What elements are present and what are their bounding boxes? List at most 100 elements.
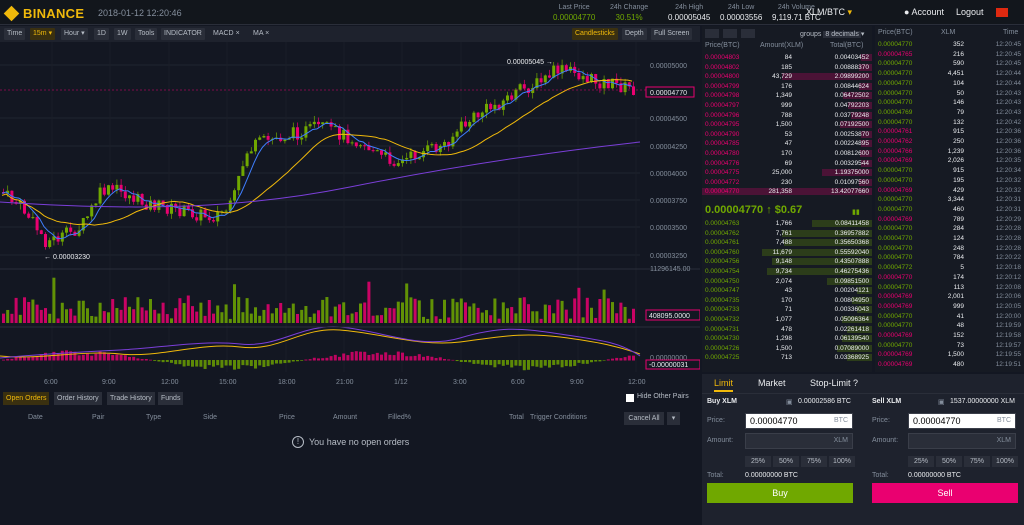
help-icon[interactable]: ? [853, 378, 859, 388]
tab-funds[interactable]: Funds [158, 392, 184, 405]
bid-row[interactable]: 0.00004732 1,077 0.05096364 [702, 315, 872, 324]
hour-button[interactable]: Hour ▾ [61, 28, 88, 40]
sell-button[interactable]: Sell [872, 483, 1018, 503]
trade-row: 0.00004761 915 12:20:36 [875, 127, 1024, 136]
tab-trade-history[interactable]: Trade History [107, 392, 155, 405]
macd-bar [333, 354, 337, 361]
bid-row[interactable]: 0.00004747 43 0.00204121 [702, 286, 872, 295]
buy-25-button[interactable]: 25% [745, 456, 771, 467]
book-view-both-icon[interactable] [705, 29, 719, 38]
ask-row[interactable]: 0.00004797 999 0.04792203 [702, 101, 872, 110]
price-chart[interactable]: 0.00005000 0.00004500 0.00004250 0.00004000… [0, 42, 701, 388]
tab-stop-limit[interactable]: Stop-Limit ? [810, 378, 858, 388]
depth-button[interactable]: Depth [622, 28, 647, 40]
cancel-dropdown-icon[interactable]: ▾ [667, 412, 680, 425]
ask-amount: 230 [781, 178, 792, 186]
book-view-asks-icon[interactable] [741, 29, 755, 38]
fullscreen-button[interactable]: Full Screen [651, 28, 693, 40]
volume-bar [10, 313, 14, 323]
ask-row[interactable]: 0.00004798 1,349 0.06472502 [702, 91, 872, 100]
ask-row[interactable]: 0.00004772 230 0.01097560 [702, 178, 872, 187]
bid-row[interactable]: 0.00004731 478 0.02261418 [702, 325, 872, 334]
indicator-button[interactable]: INDICATOR [161, 28, 205, 40]
bid-row[interactable]: 0.00004754 9,734 0.46275436 [702, 267, 872, 276]
candlesticks-button[interactable]: Candlesticks [572, 28, 618, 40]
bid-row[interactable]: 0.00004733 71 0.00336043 [702, 305, 872, 314]
volume-bar [632, 308, 635, 323]
logout-link[interactable]: Logout [956, 7, 984, 17]
ask-row[interactable]: 0.00004790 53 0.00253870 [702, 130, 872, 139]
account-link[interactable]: ● Account [904, 7, 944, 17]
bid-row[interactable]: 0.00004750 2,074 0.09851500 [702, 277, 872, 286]
ask-row[interactable]: 0.00004802 185 0.00888370 [702, 63, 872, 72]
th-col-price: Price(BTC) [878, 29, 913, 36]
cancel-all-button[interactable]: Cancel All [624, 412, 664, 425]
pair-selector[interactable]: XLM/BTC ▾ [806, 7, 852, 18]
buy-button[interactable]: Buy [707, 483, 853, 503]
tools-button[interactable]: Tools [135, 28, 158, 40]
close-icon[interactable]: × [265, 30, 270, 37]
sell-50-button[interactable]: 50% [936, 456, 962, 467]
brand-logo[interactable]: BINANCE [3, 5, 84, 22]
bid-row[interactable]: 0.00004763 1,766 0.08411458 [702, 219, 872, 228]
tab-order-history[interactable]: Order History [54, 392, 102, 405]
buy-100-button[interactable]: 100% [829, 456, 855, 467]
buy-price-input[interactable]: 0.00004770 BTC [745, 413, 853, 429]
candle-body [464, 121, 467, 127]
bid-row[interactable]: 0.00004725 713 0.03368925 [702, 353, 872, 362]
trade-row: 0.00004765 216 12:20:45 [875, 50, 1024, 59]
volume-bar [23, 297, 26, 323]
1d-button[interactable]: 1D [94, 28, 109, 40]
ask-row[interactable]: 0.00004799 176 0.00844624 [702, 82, 872, 91]
sell-amount-input[interactable]: XLM [908, 433, 1016, 449]
tab-open-orders[interactable]: Open Orders [3, 392, 50, 405]
sell-100-button[interactable]: 100% [992, 456, 1018, 467]
sell-25-button[interactable]: 25% [908, 456, 934, 467]
ask-amount: 1,349 [775, 92, 792, 100]
macd-bar [102, 352, 106, 361]
volume-bar [413, 298, 417, 323]
bid-row[interactable]: 0.00004726 1,500 0.07089000 [702, 344, 872, 353]
macd-bar [94, 353, 98, 361]
groups-selector[interactable]: groups 8 decimals ▾ [800, 30, 864, 38]
tab-market[interactable]: Market [758, 378, 786, 388]
buy-amount-input[interactable]: XLM [745, 433, 853, 449]
ask-amount: 47 [784, 140, 792, 148]
time-button[interactable]: Time [4, 28, 26, 40]
ask-row[interactable]: 0.00004780 170 0.00812600 [702, 149, 872, 158]
chart-svg: 0.00005000 0.00004500 0.00004250 0.00004000… [0, 42, 701, 386]
ask-row[interactable]: 0.00004795 1,500 0.07192500 [702, 120, 872, 129]
volume-bar [262, 309, 266, 323]
buy-75-button[interactable]: 75% [801, 456, 827, 467]
interval-15m-button[interactable]: 15m ▾ [30, 28, 56, 40]
bid-row[interactable]: 0.00004761 7,488 0.35650368 [702, 238, 872, 247]
ask-row[interactable]: 0.00004770 281,358 13.42077660 [702, 187, 872, 196]
ask-row[interactable]: 0.00004776 69 0.00329544 [702, 159, 872, 168]
ma-indicator-tag[interactable]: MA × [250, 28, 272, 40]
ma-short-line [1, 68, 633, 240]
sell-price-input[interactable]: 0.00004770 BTC [908, 413, 1016, 429]
y-tick-label: 0.00004250 [650, 144, 687, 151]
hide-pairs-checkbox[interactable] [626, 394, 634, 402]
ask-row[interactable]: 0.00004775 25,000 1.19375000 [702, 168, 872, 177]
sell-75-button[interactable]: 75% [964, 456, 990, 467]
ask-row[interactable]: 0.00004800 43,729 2.09899200 [702, 72, 872, 81]
bid-row[interactable]: 0.00004735 170 0.00804950 [702, 296, 872, 305]
bid-row[interactable]: 0.00004730 1,298 0.06139540 [702, 334, 872, 343]
ob-col-price: Price(BTC) [705, 42, 740, 49]
bid-row[interactable]: 0.00004760 11,679 0.55592040 [702, 248, 872, 257]
tab-limit[interactable]: Limit [714, 378, 734, 392]
ask-row[interactable]: 0.00004803 84 0.00403452 [702, 53, 872, 62]
volume-bar [31, 299, 35, 323]
ask-row[interactable]: 0.00004785 47 0.00224895 [702, 139, 872, 148]
bid-row[interactable]: 0.00004762 7,761 0.36957882 [702, 229, 872, 238]
close-icon[interactable]: × [235, 30, 240, 37]
ask-row[interactable]: 0.00004796 788 0.03779248 [702, 111, 872, 120]
book-view-bids-icon[interactable] [723, 29, 737, 38]
bid-row[interactable]: 0.00004756 9,148 0.43507888 [702, 257, 872, 266]
buy-50-button[interactable]: 50% [773, 456, 799, 467]
1w-button[interactable]: 1W [114, 28, 131, 40]
trade-row: 0.00004770 174 12:20:12 [875, 273, 1024, 282]
macd-indicator-tag[interactable]: MACD × [210, 28, 243, 40]
language-flag-icon[interactable] [996, 8, 1008, 17]
